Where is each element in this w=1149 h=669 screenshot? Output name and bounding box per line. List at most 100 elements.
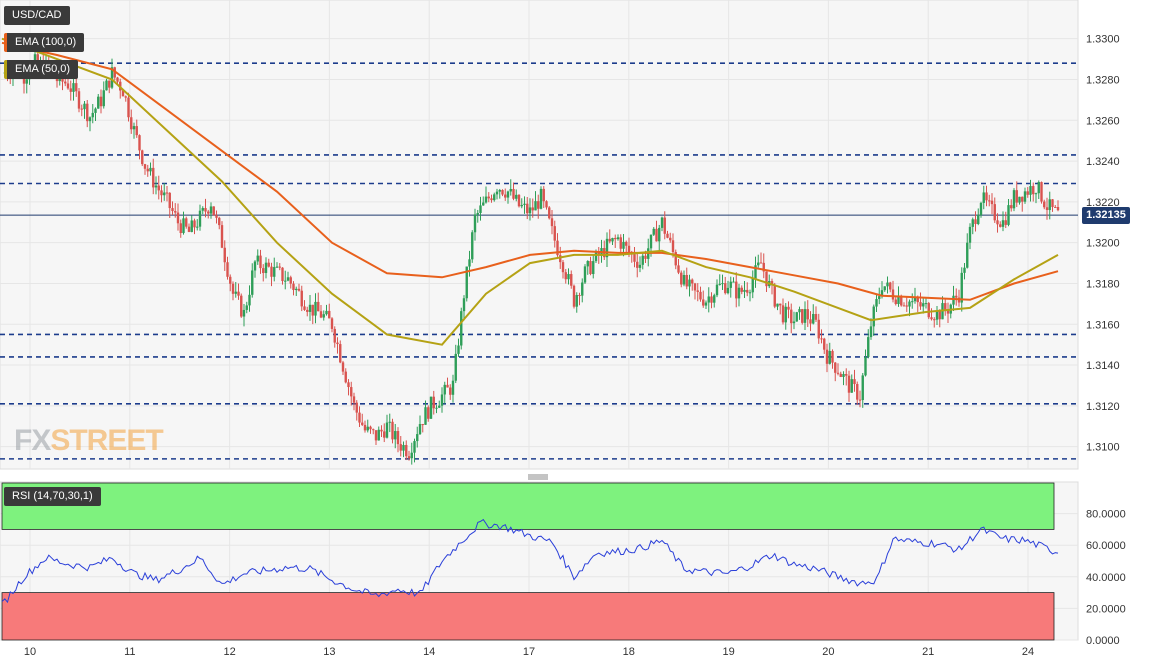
candle-body [627,245,631,253]
candle-body [121,90,125,97]
rsi-overbought-zone [1,482,1055,530]
candle-body [91,112,94,118]
candle-body [339,344,342,363]
price-axis: 1.3300 1.3280 1.3260 1.3240 1.3220 1.3200 1.31… [1086,34,1120,454]
candle-body [748,292,752,294]
candle-body [460,311,463,346]
candle-body [83,103,86,110]
candle-body [264,262,268,274]
price-tick-label: 1.3120 [1086,401,1120,413]
candle-body [66,83,70,89]
candle-body [215,215,218,218]
candle-body [869,326,873,338]
candle-body [1004,220,1007,225]
ema50-legend[interactable]: EMA (50,0) [4,60,79,79]
candle-body [493,194,496,201]
candle-body [300,290,303,307]
candles [3,49,1060,465]
candle-body [823,338,826,350]
candle-body [875,299,878,307]
candle-body [715,284,719,296]
candle-body [759,262,763,264]
candle-body [427,407,430,419]
candle-body [660,217,664,228]
candle-body [572,285,576,307]
candle-body [831,350,834,363]
candle-body [64,81,67,84]
candle-body [762,262,765,272]
candle-body [685,275,688,287]
candle-body [539,188,543,209]
candle-body [193,220,196,228]
candle-body [836,372,840,374]
candle-body [1026,191,1029,195]
candle-body [996,220,999,225]
rsi-tick-label: 20.0000 [1086,603,1126,615]
candle-body [218,217,221,226]
candle-body [867,337,870,357]
candle-body [242,309,246,317]
candle-body [223,247,226,263]
candle-body [798,309,801,313]
ema100-line [1,41,1059,301]
candle-body [289,277,292,284]
candle-body [1001,220,1005,227]
price-tick-label: 1.3240 [1086,156,1120,168]
rsi-legend[interactable]: RSI (14,70,30,1) [4,487,101,506]
candle-body [726,287,730,294]
candle-body [988,200,991,202]
candle-body [476,212,479,215]
candle-body [1012,190,1016,209]
candle-body [487,196,490,199]
rsi-tick-label: 60.0000 [1086,540,1126,552]
candle-body [927,303,930,318]
candle-body [391,421,394,440]
candle-body [278,266,281,268]
candle-body [636,261,639,268]
candle-body [781,305,785,323]
candle-body [333,328,336,343]
candle-body [732,281,735,283]
candle-body [696,290,699,292]
candle-body [160,190,163,196]
candle-body [548,207,551,219]
rsi-tick-label: 80.0000 [1086,509,1126,521]
candle-body [234,291,237,294]
candle-body [462,298,466,312]
candle-body [583,266,587,283]
candle-body [286,277,290,281]
candle-body [913,297,917,302]
candle-body [693,283,697,291]
candle-body [1037,182,1040,194]
candle-body [902,305,906,307]
candle-body [985,192,988,201]
candle-body [586,261,589,267]
price-tick-label: 1.3200 [1086,238,1120,250]
candle-body [281,267,284,282]
candle-body [757,262,760,266]
candle-body [916,297,919,303]
candle-body [380,429,383,432]
candle-body [517,194,521,207]
ema100-legend[interactable]: EMA (100,0) [4,33,85,52]
candle-body [861,375,864,401]
candle-body [311,304,314,316]
candle-body [729,281,732,288]
candle-body [97,96,100,109]
candle-body [908,301,911,307]
candle-body [622,241,625,249]
candle-body [589,261,592,275]
panel-resize-handle[interactable] [528,474,548,480]
candle-body [801,309,804,323]
candle-body [352,396,356,403]
candle-body [773,285,776,307]
candle-body [891,289,895,300]
candle-body [506,191,510,198]
candle-body [220,225,224,248]
candle-body [479,205,482,213]
candle-body [110,67,114,88]
candle-body [1056,207,1060,211]
candle-body [649,234,653,249]
candle-body [484,196,488,203]
candle-body [658,227,661,242]
